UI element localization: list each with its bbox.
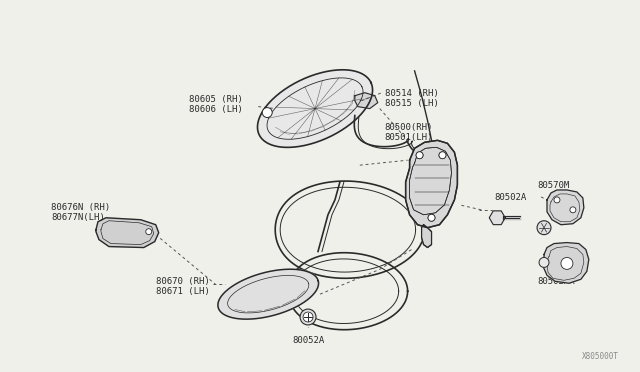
Text: X805000T: X805000T xyxy=(582,352,619,361)
Circle shape xyxy=(146,229,152,235)
Circle shape xyxy=(303,312,313,322)
Polygon shape xyxy=(489,211,505,225)
Polygon shape xyxy=(406,140,458,228)
Text: 80605 (RH)
80606 (LH): 80605 (RH) 80606 (LH) xyxy=(189,95,243,114)
Text: 80676N (RH)
80677N(LH): 80676N (RH) 80677N(LH) xyxy=(51,203,110,222)
Circle shape xyxy=(416,152,423,159)
Circle shape xyxy=(539,257,549,267)
Circle shape xyxy=(439,152,446,159)
Circle shape xyxy=(570,207,576,213)
Circle shape xyxy=(537,221,551,235)
Text: 80670 (RH)
80671 (LH): 80670 (RH) 80671 (LH) xyxy=(156,276,209,296)
Text: 80502A: 80502A xyxy=(494,193,527,202)
Polygon shape xyxy=(355,93,378,109)
Text: 80500(RH)
80501(LH): 80500(RH) 80501(LH) xyxy=(385,123,433,142)
Polygon shape xyxy=(422,225,431,247)
Circle shape xyxy=(561,257,573,269)
Text: 80052A: 80052A xyxy=(292,336,324,345)
Circle shape xyxy=(439,152,446,159)
Polygon shape xyxy=(422,225,431,247)
Polygon shape xyxy=(218,269,319,319)
Circle shape xyxy=(300,309,316,325)
Text: 80570M: 80570M xyxy=(537,180,570,189)
Polygon shape xyxy=(547,190,584,225)
Polygon shape xyxy=(96,218,159,247)
Polygon shape xyxy=(406,140,458,228)
Circle shape xyxy=(554,197,560,203)
Text: 80502AA: 80502AA xyxy=(537,277,575,286)
Polygon shape xyxy=(257,70,372,147)
Polygon shape xyxy=(543,243,589,283)
Circle shape xyxy=(262,108,272,118)
Circle shape xyxy=(416,152,423,159)
Text: 80514 (RH)
80515 (LH): 80514 (RH) 80515 (LH) xyxy=(385,89,438,108)
Circle shape xyxy=(428,214,435,221)
Circle shape xyxy=(428,214,435,221)
